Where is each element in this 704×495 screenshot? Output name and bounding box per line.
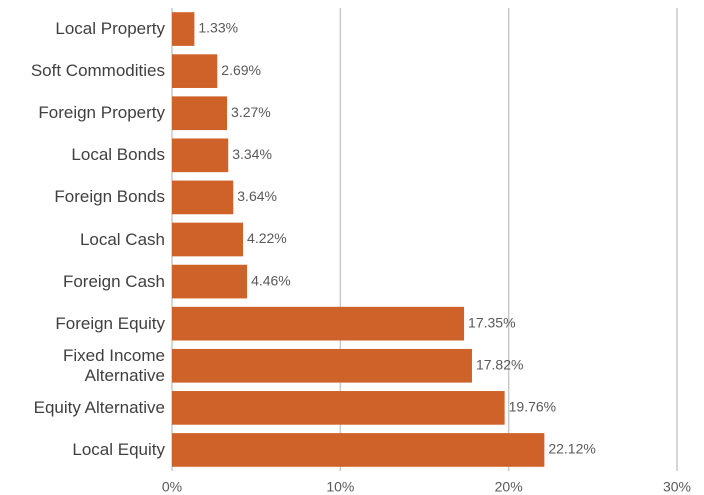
category-label: Foreign Property [38,103,165,123]
value-label: 22.12% [548,441,595,457]
bar [172,54,218,88]
value-label: 3.34% [232,146,272,162]
bar [172,264,248,299]
value-label: 2.69% [221,62,261,78]
category-label: Fixed Income Alternative [62,345,165,385]
bar [172,391,505,425]
category-label: Foreign Cash [62,271,165,291]
bar [172,348,472,383]
category-label: Local Bonds [71,145,165,165]
x-tick-label: 0% [162,479,182,495]
category-label: Local Equity [72,439,165,459]
category-label: Foreign Bonds [54,187,165,207]
value-label: 4.46% [251,272,291,288]
bar [172,96,228,131]
category-label: Equity Alternative [33,397,165,417]
bar [172,306,465,341]
value-label: 4.22% [247,230,287,246]
bar [172,12,195,46]
value-label: 17.35% [468,314,515,330]
category-label: Soft Commodities [30,61,165,81]
value-label: 19.76% [509,399,556,415]
value-label: 17.82% [476,356,523,372]
x-tick-label: 30% [663,479,691,495]
value-label: 1.33% [198,20,238,36]
bar [172,433,545,467]
category-label: Foreign Equity [55,313,165,333]
value-label: 3.27% [231,104,271,120]
category-label: Local Property [55,19,165,39]
x-tick-label: 20% [495,479,523,495]
category-label: Local Cash [79,229,165,249]
bar [172,180,234,215]
x-tick-label: 10% [326,479,354,495]
bar [172,138,229,173]
bar [172,222,244,257]
value-label: 3.64% [237,188,277,204]
